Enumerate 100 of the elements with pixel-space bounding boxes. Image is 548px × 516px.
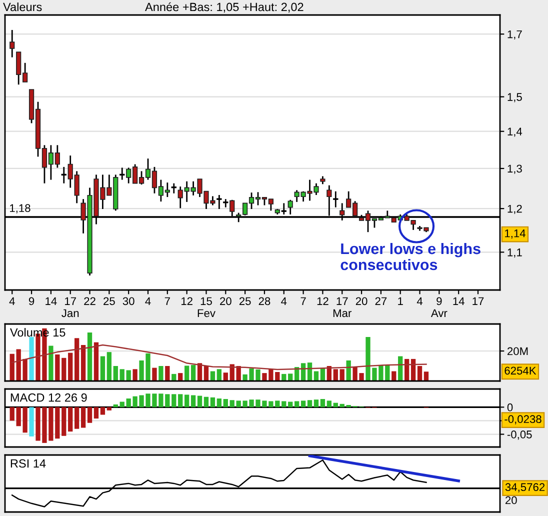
bar [223, 372, 228, 381]
bar [190, 395, 196, 408]
bar [417, 366, 422, 381]
x-tick-label: 25 [239, 297, 251, 306]
bar [94, 342, 99, 381]
x-tick-label: 20 [356, 297, 368, 306]
bar [288, 374, 293, 381]
bar [404, 358, 410, 381]
y-tick-label: 20M [508, 347, 528, 356]
bar [165, 366, 170, 381]
bar [29, 407, 34, 436]
y-tick-label: -0,05 [507, 430, 532, 440]
x-tick-label: 12 [181, 297, 192, 305]
bar [120, 402, 124, 408]
x-tick-label: 25 [104, 297, 115, 306]
bar [80, 407, 86, 428]
x-tick-label: 14 [46, 297, 57, 305]
x-tick-label: 9 Avr [430, 297, 448, 317]
bar [80, 345, 86, 381]
x-tick-label: 7 [300, 297, 306, 305]
bar [184, 366, 190, 381]
x-tick-label: 12 [317, 297, 328, 305]
bar [230, 400, 234, 408]
annotation: -0,0238 [504, 415, 542, 424]
bar [216, 369, 222, 381]
bar [106, 352, 112, 381]
bar [204, 396, 209, 408]
bar [340, 369, 344, 381]
x-tick-label: 17 Mar [333, 297, 352, 318]
x-tick-label: 22 [84, 297, 96, 305]
y-tick-label: 1,4 [508, 128, 522, 137]
bar [100, 356, 106, 381]
bar [87, 407, 92, 423]
bar [29, 337, 34, 381]
text: 34,5762 [505, 483, 545, 492]
bar [424, 372, 429, 381]
bar [333, 369, 338, 381]
bar [307, 400, 312, 408]
bar [68, 352, 73, 381]
x-tick-label: 30 [122, 297, 134, 306]
bar [172, 394, 176, 408]
bar [178, 394, 183, 408]
annotation: 1,14 [505, 230, 526, 239]
x-tick-label: 4 [416, 297, 423, 305]
y-tick-label: 1,2 [508, 204, 522, 214]
bar [74, 338, 80, 381]
x-tick-label: 9 [28, 297, 34, 306]
bar [178, 373, 183, 381]
x-tick-label: 7 [164, 297, 170, 305]
bar [94, 407, 99, 419]
chart-title: MACD 12 26 9 [10, 393, 87, 402]
bar [100, 407, 106, 415]
bar [48, 346, 54, 381]
bar [87, 332, 92, 381]
y-tick-label: 0 [507, 403, 513, 412]
bar [113, 366, 118, 381]
bar [326, 400, 332, 408]
bar [55, 354, 60, 381]
x-tick-label: 14 [453, 297, 464, 305]
chart-title: RSI 14 [10, 459, 46, 468]
bar [68, 407, 73, 432]
bar [197, 396, 202, 408]
x-tick-label: 4 [281, 297, 287, 305]
x-tick-label: 4 [145, 297, 151, 305]
bar [410, 358, 416, 381]
bar [184, 394, 190, 408]
bar [126, 370, 131, 381]
x-tick-label: 20 [220, 297, 232, 306]
candlestick [10, 29, 15, 58]
bar [132, 369, 138, 381]
bar [204, 366, 209, 381]
y-tick-label: 1,5 [508, 93, 522, 102]
bar [288, 402, 293, 408]
bar [190, 364, 196, 381]
bar [223, 399, 228, 408]
bar [10, 354, 14, 381]
bar [294, 401, 300, 408]
bar [216, 398, 222, 408]
annotation: Lower lows e highs consecutivos [340, 242, 480, 270]
x-tick-label: 17 Jan [62, 297, 79, 318]
bar [120, 369, 124, 381]
x-tick-label: 1 [398, 297, 403, 305]
bar [314, 400, 319, 408]
x-tick-label: 15 Fev [198, 297, 216, 318]
bar [320, 399, 326, 408]
y-tick-label: 1,7 [508, 30, 522, 40]
x-tick-label: 27 [375, 297, 387, 305]
x-tick-label: 28 [258, 297, 270, 306]
y-tick-label: 1,3 [508, 164, 522, 174]
text: 20 [506, 496, 517, 504]
bar [106, 407, 112, 410]
x-tick-label: 17 [472, 297, 484, 305]
bar [152, 368, 157, 381]
x-tick-label: 4 [9, 297, 15, 305]
bar [10, 407, 14, 421]
ref-line-label: 1,18 [10, 204, 30, 214]
chart-title: Valeurs [3, 2, 42, 12]
bar [158, 366, 164, 381]
bar [300, 400, 306, 408]
bar [74, 407, 80, 429]
